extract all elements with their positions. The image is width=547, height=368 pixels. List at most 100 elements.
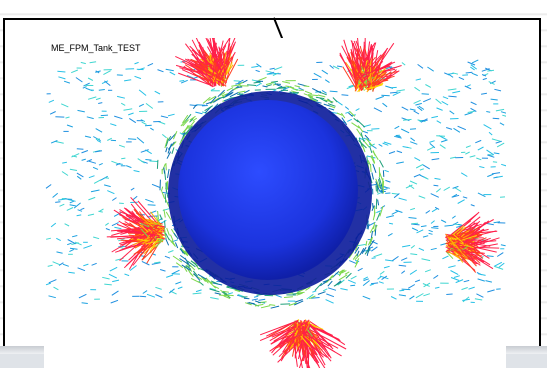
flow-arrow <box>491 138 501 142</box>
ring-arrow <box>363 140 370 147</box>
flow-arrow <box>145 103 154 109</box>
flow-arrow <box>373 253 383 258</box>
flow-arrow <box>357 267 363 272</box>
ring-arrow <box>315 96 325 100</box>
flow-arrow <box>192 292 202 295</box>
flow-arrow <box>385 259 394 262</box>
flow-arrow <box>196 104 206 106</box>
flow-arrow <box>312 290 317 293</box>
flow-arrow <box>322 288 328 292</box>
flow-arrow <box>346 85 355 90</box>
ring-arrow <box>296 291 305 294</box>
flow-arrow <box>389 91 398 94</box>
jet-arrow <box>206 46 225 77</box>
flow-arrow <box>410 253 418 256</box>
flow-arrow <box>393 193 400 199</box>
flow-arrow <box>92 166 99 170</box>
flow-arrow <box>137 158 145 164</box>
flow-arrow <box>96 139 102 143</box>
flow-arrow <box>138 89 147 96</box>
flow-arrow <box>457 125 466 131</box>
jet-arrow <box>350 48 364 81</box>
flow-arrow <box>428 229 433 233</box>
flow-arrow <box>114 226 122 230</box>
jet-arrow <box>457 250 477 273</box>
flow-arrow <box>77 267 86 272</box>
flow-arrow <box>416 106 423 112</box>
flow-arrow <box>76 148 84 150</box>
flow-arrow <box>149 160 158 162</box>
flow-arrow <box>69 204 76 207</box>
jet-arrow <box>188 62 215 85</box>
flow-arrow <box>116 95 126 99</box>
ring-arrow <box>357 125 364 133</box>
flow-arrow <box>95 150 103 153</box>
ring-arrow <box>202 277 209 284</box>
flow-arrow <box>209 287 217 291</box>
flow-arrow <box>155 294 163 298</box>
jet-arrow <box>457 235 481 253</box>
flow-arrow <box>399 289 405 292</box>
flow-arrow <box>93 236 100 240</box>
jet-arrow <box>348 53 360 79</box>
flow-arrow <box>423 293 431 297</box>
ring-arrow <box>336 112 343 116</box>
ring-arrow <box>219 91 226 96</box>
ring-arrow <box>356 128 363 137</box>
flow-arrow <box>78 293 87 299</box>
flow-arrow <box>408 184 415 190</box>
flow-arrow <box>493 176 498 179</box>
flow-arrow <box>467 110 475 113</box>
flow-arrow <box>418 105 425 110</box>
ring-arrow <box>354 253 361 261</box>
ring-arrow <box>204 105 213 112</box>
jet-arrow <box>356 57 363 84</box>
flow-arrow <box>461 287 468 291</box>
flow-arrow <box>495 140 502 144</box>
ring-arrow <box>192 270 198 277</box>
jet-arrow <box>179 67 218 79</box>
ring-arrow <box>294 299 303 303</box>
flow-arrow <box>450 270 459 276</box>
flow-arrow <box>488 81 495 85</box>
flow-arrow <box>402 244 411 248</box>
ring-arrow <box>188 271 194 277</box>
flow-arrow <box>387 232 393 237</box>
flow-arrow <box>56 237 61 242</box>
ring-arrow <box>354 246 360 254</box>
flow-arrow <box>493 261 503 267</box>
ring-arrow <box>278 86 286 89</box>
ring-arrow <box>314 282 323 291</box>
jet-arrow <box>178 72 215 87</box>
flow-arrow <box>452 72 459 75</box>
ring-arrow <box>181 264 191 271</box>
ring-arrow <box>234 289 241 293</box>
ring-arrow <box>182 119 189 127</box>
ring-arrow <box>226 87 234 92</box>
flow-arrow <box>415 102 422 106</box>
flow-arrow <box>423 282 431 288</box>
ring-arrow <box>171 147 175 154</box>
flow-arrow <box>269 67 275 70</box>
flow-arrow <box>171 269 180 275</box>
ring-arrow <box>189 118 194 123</box>
jet-arrow <box>300 335 311 348</box>
flow-arrow <box>402 146 409 149</box>
flow-arrow <box>417 63 424 69</box>
ring-arrow <box>163 167 165 174</box>
flow-arrow <box>401 106 409 111</box>
jet-arrow <box>446 242 467 258</box>
flow-arrow <box>74 241 82 246</box>
flow-arrow <box>499 122 505 126</box>
flow-arrow <box>62 161 67 164</box>
flow-arrow <box>396 89 405 92</box>
flow-arrow <box>396 150 403 154</box>
flow-arrow <box>373 107 383 113</box>
ring-arrow <box>201 276 206 283</box>
flow-arrow <box>98 89 105 91</box>
flow-arrow <box>50 222 57 228</box>
flow-arrow <box>452 90 461 94</box>
flow-arrow <box>61 171 69 176</box>
flow-arrow <box>371 128 380 130</box>
ring-arrow <box>365 138 373 147</box>
